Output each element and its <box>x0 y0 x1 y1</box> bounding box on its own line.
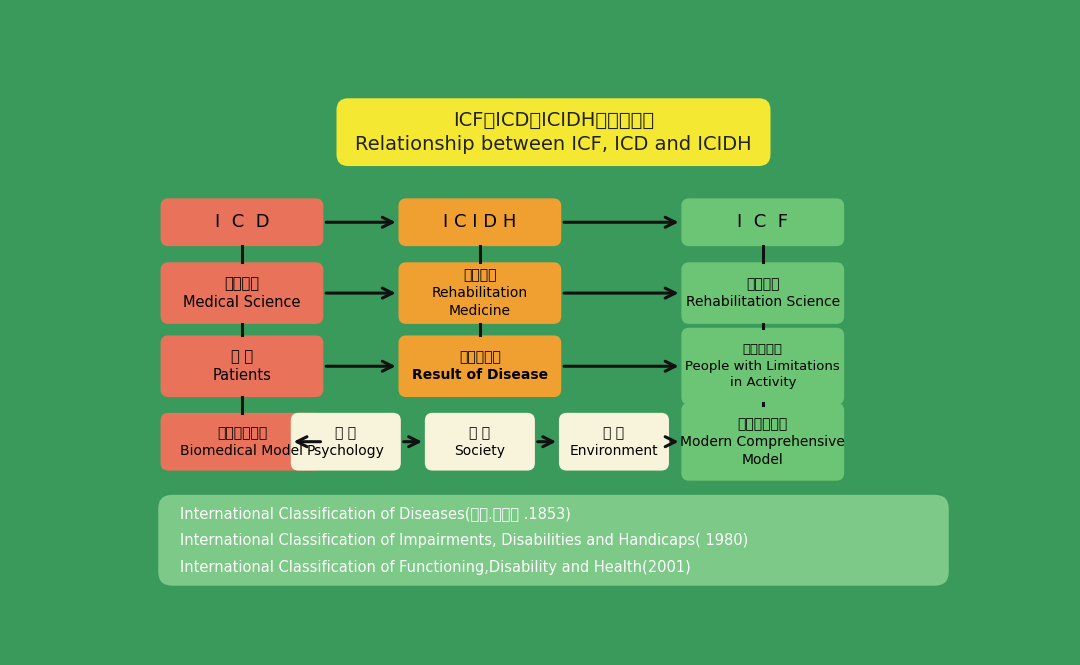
Text: 社 会
Society: 社 会 Society <box>455 426 505 458</box>
Text: 康复科学
Rehabilitation Science: 康复科学 Rehabilitation Science <box>686 277 840 309</box>
Text: I  C  D: I C D <box>215 213 269 231</box>
Text: ICF与ICD和ICIDH之间的关系
Relationship between ICF, ICD and ICIDH: ICF与ICD和ICIDH之间的关系 Relationship between … <box>355 110 752 154</box>
Text: 活动障碍人
People with Limitations
in Activity: 活动障碍人 People with Limitations in Activit… <box>686 343 840 389</box>
Text: 疾病的结果
Result of Disease: 疾病的结果 Result of Disease <box>411 350 548 382</box>
FancyBboxPatch shape <box>337 98 770 166</box>
FancyBboxPatch shape <box>159 495 948 586</box>
FancyBboxPatch shape <box>161 198 323 246</box>
Text: 生物医学模式
Biomedical Model: 生物医学模式 Biomedical Model <box>180 426 303 458</box>
Text: 现代综合模式
Modern Comprehensive
Model: 现代综合模式 Modern Comprehensive Model <box>680 417 846 467</box>
FancyBboxPatch shape <box>681 262 845 324</box>
Text: 康复医学
Rehabilitation
Medicine: 康复医学 Rehabilitation Medicine <box>432 268 528 318</box>
Text: 医学科学
Medical Science: 医学科学 Medical Science <box>184 276 300 310</box>
Text: I  C  F: I C F <box>738 213 788 231</box>
FancyBboxPatch shape <box>424 413 535 471</box>
Text: I C I D H: I C I D H <box>443 213 516 231</box>
FancyBboxPatch shape <box>681 198 845 246</box>
Text: 环 境
Environment: 环 境 Environment <box>569 426 659 458</box>
Text: International Classification of Diseases(耶克.贝蒂荣 .1853)
International Classificat: International Classification of Diseases… <box>180 506 748 575</box>
FancyBboxPatch shape <box>399 198 562 246</box>
FancyBboxPatch shape <box>399 262 562 324</box>
FancyBboxPatch shape <box>559 413 669 471</box>
Text: 病 人
Patients: 病 人 Patients <box>213 349 271 383</box>
FancyBboxPatch shape <box>161 413 323 471</box>
FancyBboxPatch shape <box>161 262 323 324</box>
FancyBboxPatch shape <box>399 335 562 397</box>
FancyBboxPatch shape <box>291 413 401 471</box>
Text: 心 理
Psychology: 心 理 Psychology <box>307 426 384 458</box>
FancyBboxPatch shape <box>681 328 845 405</box>
FancyBboxPatch shape <box>681 403 845 481</box>
FancyBboxPatch shape <box>161 335 323 397</box>
